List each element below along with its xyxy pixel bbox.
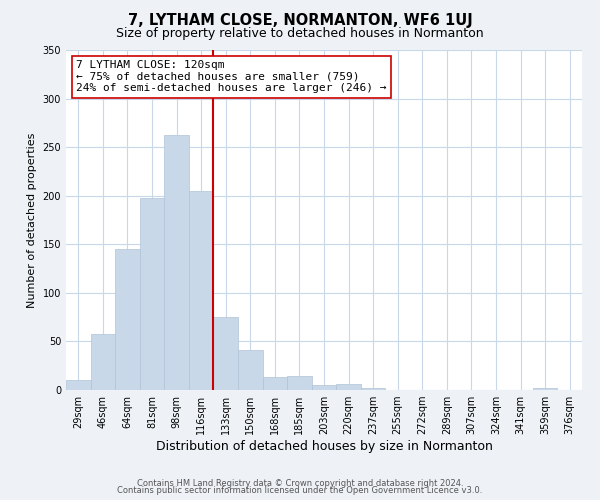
Text: Size of property relative to detached houses in Normanton: Size of property relative to detached ho… <box>116 28 484 40</box>
Text: Contains public sector information licensed under the Open Government Licence v3: Contains public sector information licen… <box>118 486 482 495</box>
Bar <box>361 388 385 390</box>
Bar <box>189 191 214 390</box>
Bar <box>140 198 164 390</box>
Text: 7, LYTHAM CLOSE, NORMANTON, WF6 1UJ: 7, LYTHAM CLOSE, NORMANTON, WF6 1UJ <box>128 12 472 28</box>
Bar <box>115 249 140 390</box>
Text: Contains HM Land Registry data © Crown copyright and database right 2024.: Contains HM Land Registry data © Crown c… <box>137 478 463 488</box>
Y-axis label: Number of detached properties: Number of detached properties <box>27 132 37 308</box>
Bar <box>164 136 189 390</box>
Bar <box>91 334 115 390</box>
Bar <box>238 350 263 390</box>
Bar <box>263 378 287 390</box>
Bar <box>312 385 336 390</box>
Text: 7 LYTHAM CLOSE: 120sqm
← 75% of detached houses are smaller (759)
24% of semi-de: 7 LYTHAM CLOSE: 120sqm ← 75% of detached… <box>76 60 387 94</box>
Bar <box>287 376 312 390</box>
Bar <box>336 384 361 390</box>
Bar <box>533 388 557 390</box>
X-axis label: Distribution of detached houses by size in Normanton: Distribution of detached houses by size … <box>155 440 493 453</box>
Bar <box>214 317 238 390</box>
Bar <box>66 380 91 390</box>
